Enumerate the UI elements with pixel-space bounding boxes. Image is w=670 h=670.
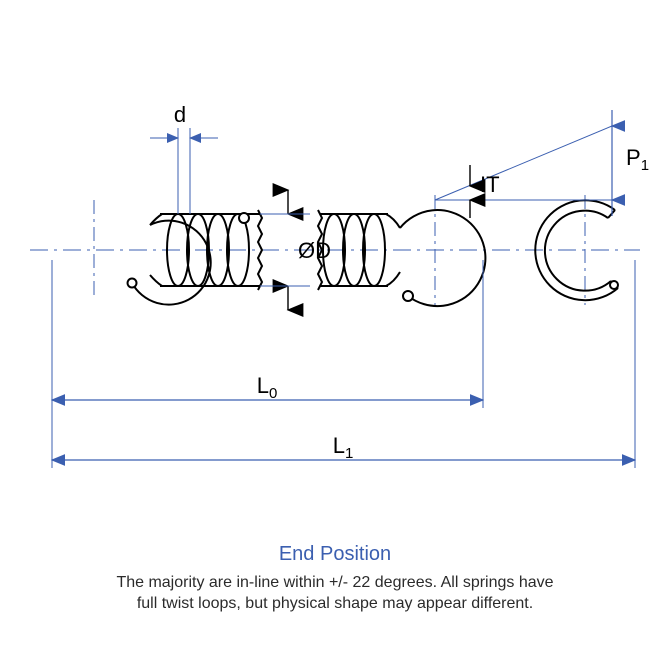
label-L0: L0 [257,373,278,402]
diagram-container: d ØD P1 IT L0 L1 End Posit [0,0,670,670]
label-IT: IT [480,172,500,197]
label-d: d [174,102,186,127]
dim-d: d [150,102,218,214]
dim-IT-P1: P1 IT [435,110,649,218]
label-OD: ØD [298,238,331,263]
left-loop [94,200,211,305]
label-L1: L1 [333,433,354,462]
dim-L1: L1 [52,260,635,468]
label-P1: P1 [626,145,649,174]
caption-title: End Position [0,543,670,566]
caption: End Position The majority are in-line wi… [0,543,670,615]
right-loop [400,195,485,306]
caption-line2: full twist loops, but physical shape may… [0,593,670,615]
caption-line1: The majority are in-line within +/- 22 d… [0,572,670,594]
dim-L0: L0 [52,260,483,408]
